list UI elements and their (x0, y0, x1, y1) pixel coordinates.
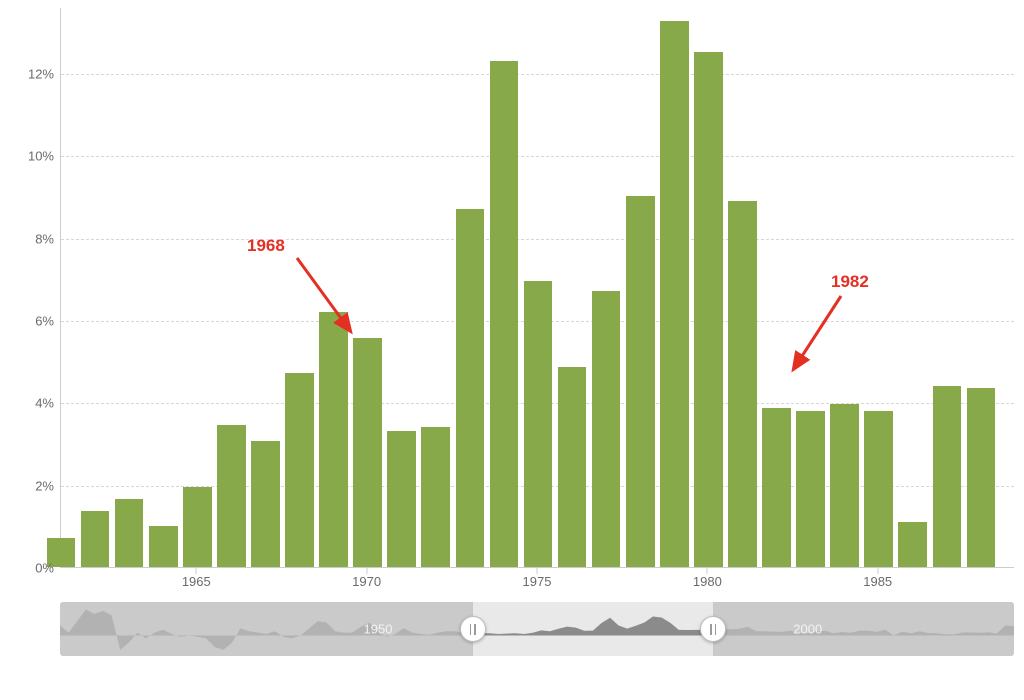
navigator-mask-left (60, 602, 473, 656)
annotation-label: 1982 (831, 272, 869, 292)
plot-area: 1968 1982 (60, 8, 1014, 568)
bar[interactable] (115, 499, 144, 567)
y-tick-label: 8% (4, 231, 54, 246)
x-tick-label: 1985 (863, 574, 892, 589)
x-tick-label: 1965 (182, 574, 211, 589)
navigator-handle-left[interactable] (460, 616, 486, 642)
bar[interactable] (626, 196, 655, 567)
bar[interactable] (285, 373, 314, 567)
x-tick-label: 1970 (352, 574, 381, 589)
y-tick-label: 12% (4, 66, 54, 81)
bar[interactable] (694, 52, 723, 567)
bar[interactable] (933, 386, 962, 567)
bar[interactable] (387, 431, 416, 567)
navigator-mask-right (713, 602, 1014, 656)
x-tick-label: 1980 (693, 574, 722, 589)
y-tick-label: 2% (4, 478, 54, 493)
bar[interactable] (830, 404, 859, 567)
bar[interactable] (524, 281, 553, 567)
y-tick-label: 10% (4, 149, 54, 164)
navigator-handle-right[interactable] (700, 616, 726, 642)
bar[interactable] (967, 388, 996, 567)
bar[interactable] (353, 338, 382, 567)
annotation-label: 1968 (247, 236, 285, 256)
bar[interactable] (217, 425, 246, 567)
bar[interactable] (592, 291, 621, 567)
bar[interactable] (456, 209, 485, 567)
y-tick-label: 4% (4, 396, 54, 411)
bar[interactable] (421, 427, 450, 567)
y-tick-label: 6% (4, 313, 54, 328)
navigator-window[interactable] (473, 602, 714, 656)
x-tick-label: 1975 (523, 574, 552, 589)
bar[interactable] (898, 522, 927, 567)
bar[interactable] (251, 441, 280, 567)
bar[interactable] (81, 511, 110, 567)
navigator-year-label: 2000 (793, 622, 822, 637)
bar[interactable] (319, 312, 348, 567)
bar[interactable] (660, 21, 689, 567)
bar[interactable] (558, 367, 587, 567)
bar[interactable] (149, 526, 178, 567)
y-tick-label: 0% (4, 561, 54, 576)
bar[interactable] (728, 201, 757, 567)
bar[interactable] (864, 411, 893, 567)
navigator-year-label: 1950 (364, 622, 393, 637)
bar-chart: 19681982 19502000 0%2%4%6%8%10%12%196519… (0, 0, 1024, 620)
bar[interactable] (490, 61, 519, 567)
bars-layer (61, 8, 1014, 567)
bar[interactable] (762, 408, 791, 567)
bar[interactable] (183, 487, 212, 567)
bar[interactable] (796, 411, 825, 567)
time-navigator[interactable]: 1950 2000 (60, 602, 1014, 656)
